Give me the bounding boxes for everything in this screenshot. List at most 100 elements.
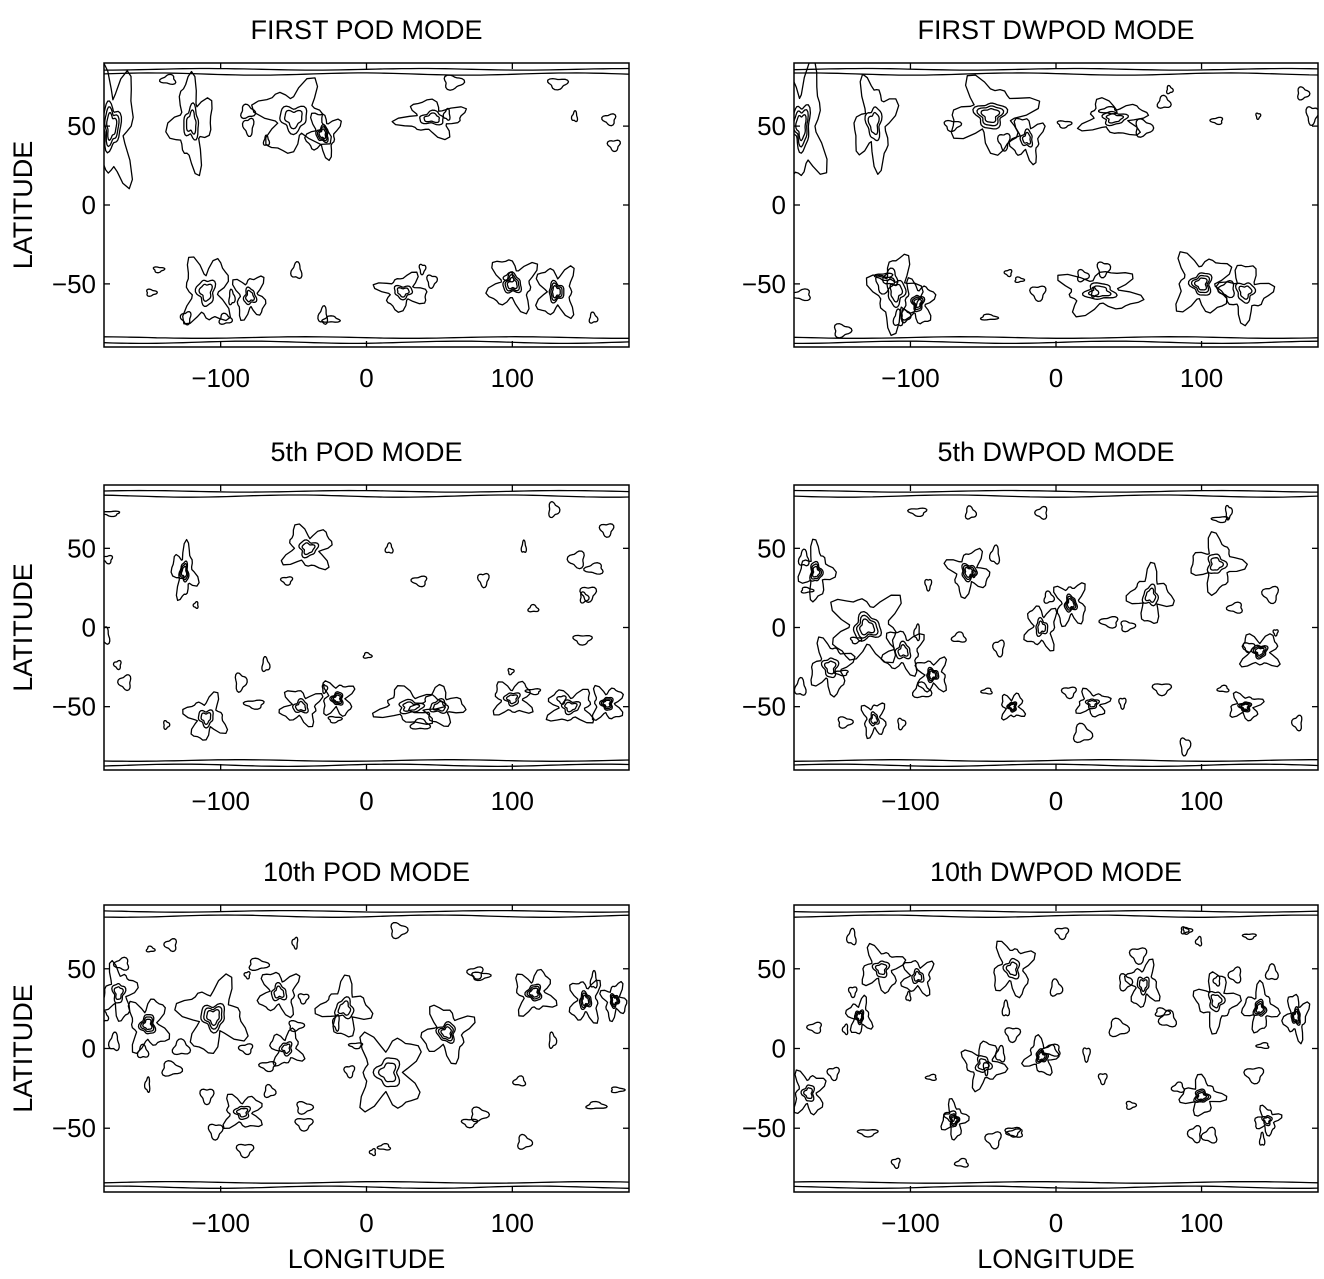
small-contour — [1076, 268, 1091, 283]
small-contour — [892, 308, 904, 327]
small-contour — [112, 956, 130, 971]
feature-contour — [329, 691, 344, 706]
feature-contour — [913, 970, 923, 982]
small-contour — [1165, 84, 1174, 95]
small-contour — [601, 113, 617, 127]
panel-5: 10th POD MODE −100 0 100 50 0 −50 LATITUDE LONGI… — [8, 857, 630, 1274]
feature-contour — [1084, 698, 1101, 710]
small-contour — [1261, 585, 1280, 605]
feature-contour — [894, 640, 912, 660]
feature-contour — [398, 698, 426, 715]
feature-contour — [502, 692, 521, 707]
small-contour — [443, 74, 466, 91]
feature-contour — [1008, 703, 1016, 711]
small-contour — [1034, 505, 1048, 520]
plot-frame — [793, 904, 1319, 1193]
feature-contour — [809, 560, 824, 582]
feature-contour — [803, 1087, 813, 1100]
small-contour — [426, 274, 439, 289]
envelope-contour — [231, 275, 267, 322]
feature-contour — [855, 614, 879, 639]
small-contour — [1001, 999, 1011, 1017]
feature-contour — [1087, 285, 1112, 298]
small-contour — [321, 683, 329, 695]
feature-contour — [1238, 702, 1251, 712]
polar-band-contour — [794, 72, 1318, 76]
envelope-contour — [1023, 605, 1058, 652]
y-tick-label: 50 — [67, 533, 96, 563]
small-contour — [901, 308, 912, 324]
small-contour — [161, 1060, 184, 1077]
feature-contour — [1190, 274, 1211, 294]
feature-contour — [206, 1008, 220, 1026]
small-contour — [520, 539, 528, 554]
envelope-contour — [535, 265, 575, 320]
small-contour — [1297, 86, 1311, 101]
feature-contour — [1035, 616, 1049, 638]
feature-contour — [1021, 131, 1032, 145]
small-contour — [911, 681, 933, 699]
x-tick-label: 0 — [1049, 786, 1063, 816]
small-contour — [228, 288, 236, 306]
feature-contour — [1138, 979, 1148, 993]
y-tick-label: −50 — [742, 692, 786, 722]
feature-contour — [113, 986, 124, 1001]
feature-contour — [853, 1009, 865, 1026]
envelope-contour — [900, 959, 935, 997]
small-contour — [833, 323, 853, 339]
envelope-contour — [256, 971, 301, 1019]
small-contour — [556, 695, 567, 705]
polar-band-contour — [104, 67, 629, 71]
envelope-contour — [940, 1097, 970, 1141]
feature-contour — [316, 126, 328, 142]
feature-contour — [232, 1105, 252, 1121]
small-contour — [1154, 1007, 1172, 1017]
feature-contour — [581, 994, 590, 1007]
small-contour — [1180, 926, 1190, 935]
small-contour — [1029, 285, 1047, 303]
small-contour — [849, 636, 863, 645]
envelope-contour — [182, 256, 232, 325]
small-contour — [296, 1100, 315, 1115]
feature-contour — [977, 1058, 990, 1071]
feature-contour — [794, 109, 809, 148]
small-contour — [907, 507, 928, 518]
polar-band-contour — [104, 494, 629, 498]
feature-contour — [393, 284, 414, 301]
x-tick-label: 100 — [491, 1208, 534, 1238]
contour-lines — [104, 489, 629, 768]
polar-band-contour — [794, 489, 1318, 493]
small-contour — [390, 921, 409, 940]
small-contour — [1118, 973, 1134, 992]
small-contour — [1043, 590, 1056, 604]
contour-lines — [794, 489, 1318, 768]
feature-contour — [870, 713, 879, 725]
feature-contour — [852, 610, 883, 642]
envelope-contour — [1281, 993, 1311, 1045]
envelope-contour — [797, 538, 837, 603]
small-contour — [897, 717, 907, 731]
envelope-contour — [485, 259, 539, 315]
feature-contour — [972, 102, 1009, 130]
small-contour — [1225, 601, 1243, 614]
feature-contour — [1210, 994, 1223, 1009]
feature-contour — [178, 560, 190, 583]
contour-lines — [794, 909, 1318, 1189]
feature-contour — [526, 985, 541, 1000]
small-contour — [1128, 947, 1148, 965]
feature-contour — [871, 960, 891, 979]
feature-contour — [270, 981, 288, 1002]
small-contour — [1125, 1100, 1138, 1111]
y-tick-label: 50 — [67, 111, 96, 141]
feature-contour — [200, 1002, 226, 1034]
small-contour — [512, 1075, 527, 1087]
small-contour — [112, 659, 122, 671]
envelope-contour — [1057, 270, 1145, 318]
envelope-contour — [407, 683, 467, 727]
y-tick-label: −50 — [52, 692, 96, 722]
x-tick-label: −100 — [881, 363, 940, 393]
feature-contour — [868, 711, 880, 727]
feature-contour — [197, 709, 214, 729]
envelope-contour — [861, 942, 907, 995]
